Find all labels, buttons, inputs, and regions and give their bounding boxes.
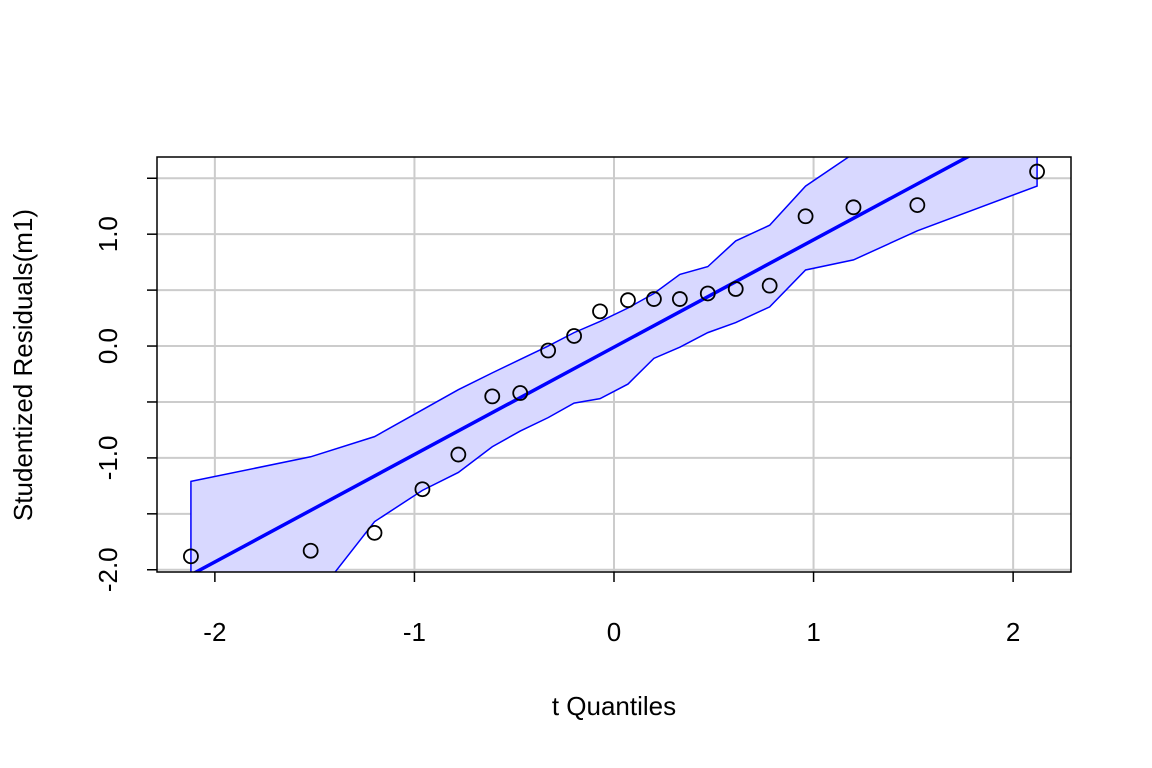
x-tick-label: 0 [607, 617, 621, 647]
point [1029, 163, 1045, 180]
y-axis-label: Studentized Residuals(m1) [8, 209, 38, 521]
point [699, 285, 716, 302]
point [797, 208, 814, 225]
y-tick-label: -1.0 [93, 435, 123, 480]
y-tick-label: -2.0 [93, 547, 123, 592]
point [620, 292, 636, 309]
point [450, 446, 467, 463]
point [414, 481, 431, 498]
point [646, 291, 662, 307]
reference-line [192, 157, 972, 572]
x-tick-label: 2 [1006, 617, 1020, 647]
plot-frame [156, 156, 1072, 573]
x-tick-label: -2 [203, 617, 226, 647]
point [566, 328, 582, 344]
x-axis-label: t Quantiles [552, 691, 676, 721]
point [484, 388, 501, 405]
x-tick-label: 1 [806, 617, 820, 647]
plot-area [190, 157, 1038, 572]
point [671, 291, 688, 307]
point [366, 524, 383, 541]
point [512, 385, 529, 401]
x-tick-label: -1 [403, 617, 426, 647]
point [183, 548, 199, 565]
confidence-band [190, 157, 1038, 572]
point [540, 342, 557, 359]
y-tick-label: 0.0 [93, 328, 123, 364]
point [845, 199, 862, 216]
y-tick-label: 1.0 [93, 216, 123, 252]
point [727, 281, 744, 297]
point [302, 542, 319, 559]
point [909, 197, 926, 213]
point [761, 277, 778, 294]
point [592, 303, 608, 320]
